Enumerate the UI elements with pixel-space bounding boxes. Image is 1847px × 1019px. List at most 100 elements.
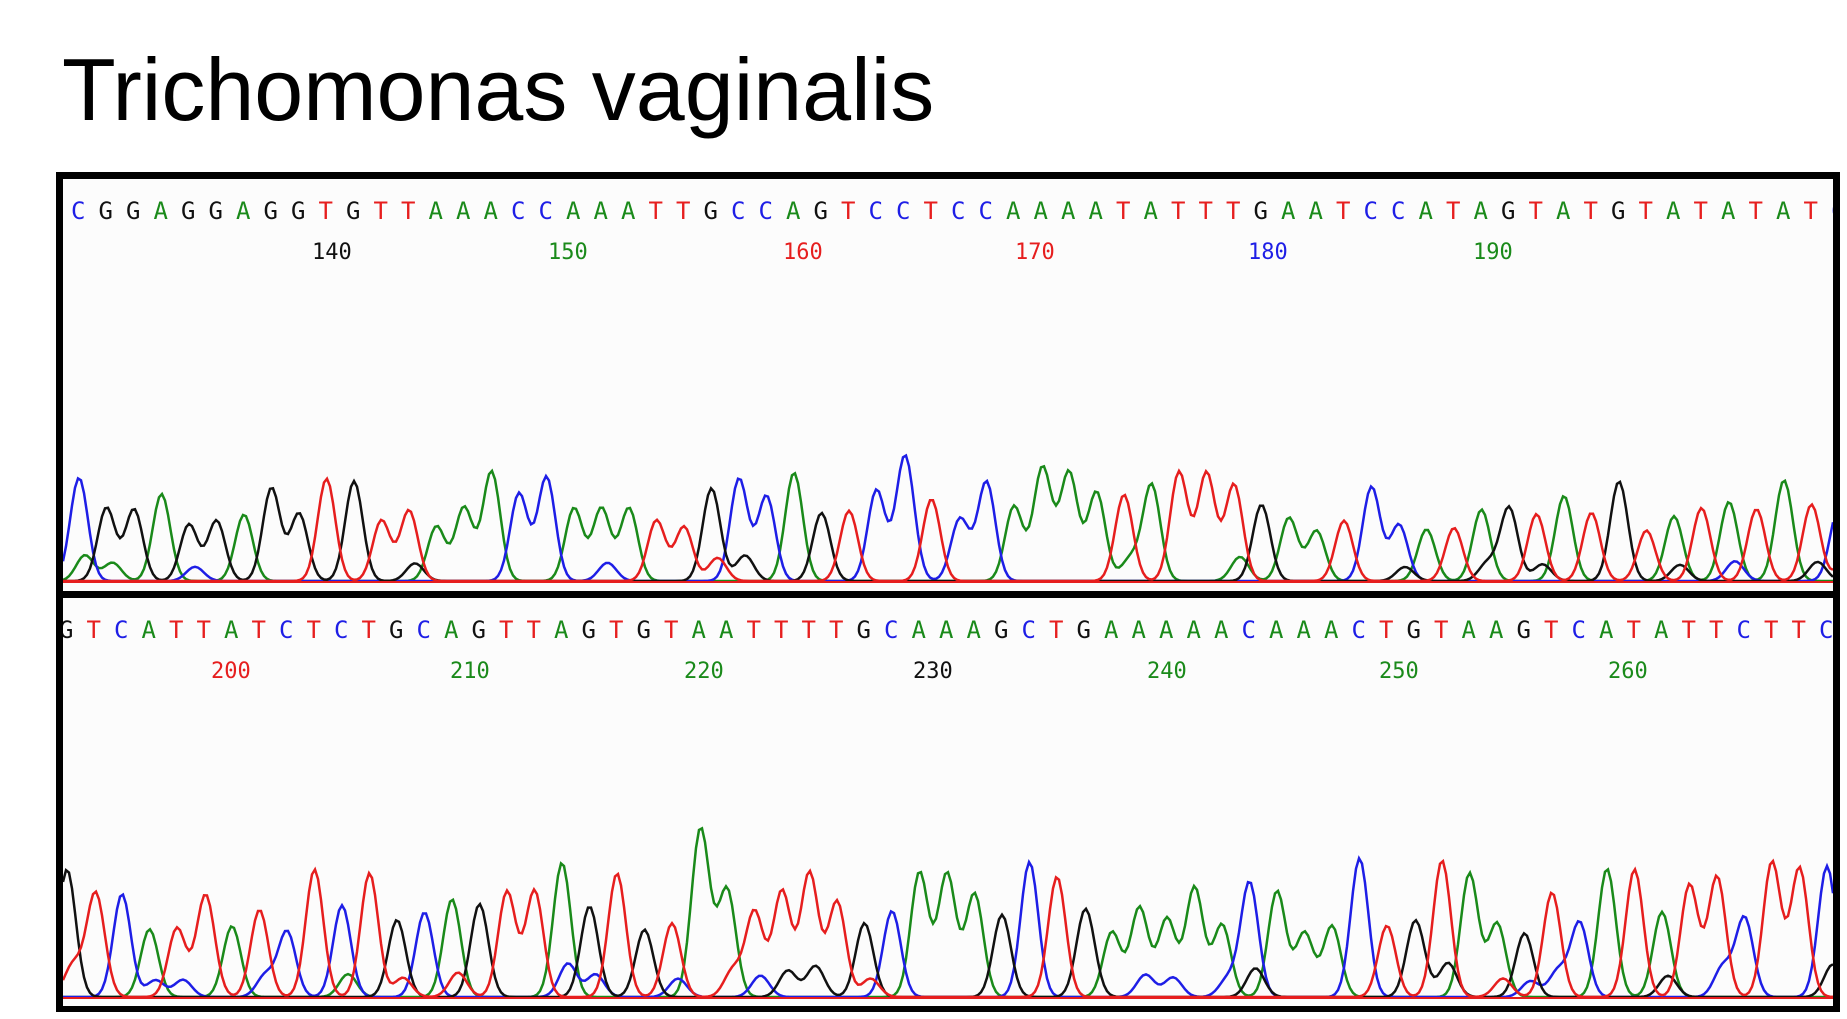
base-call: C <box>1364 197 1378 225</box>
base-call: T <box>252 616 266 644</box>
base-call: G <box>582 616 596 644</box>
base-call: T <box>362 616 376 644</box>
position-label: 260 <box>1608 659 1648 684</box>
position-label: 180 <box>1248 240 1288 265</box>
position-label: 150 <box>548 240 588 265</box>
trace-group <box>63 453 1833 583</box>
base-call: A <box>939 616 954 644</box>
base-call: T <box>1682 616 1696 644</box>
base-call: A <box>1599 616 1614 644</box>
base-call: G <box>1077 616 1091 644</box>
base-call: G <box>209 197 223 225</box>
position-label: 190 <box>1473 240 1513 265</box>
base-call: T <box>1446 197 1460 225</box>
base-call: C <box>951 197 965 225</box>
base-call: T <box>829 616 843 644</box>
base-call: A <box>1159 616 1174 644</box>
page-title: Trichomonas vaginalis <box>62 40 935 139</box>
base-call: A <box>1462 616 1477 644</box>
base-call: T <box>319 197 333 225</box>
base-call: T <box>1764 616 1778 644</box>
position-label: 200 <box>211 659 251 684</box>
base-call: T <box>1529 197 1543 225</box>
base-call: T <box>307 616 321 644</box>
base-call: C <box>1022 616 1036 644</box>
base-call: T <box>1792 616 1806 644</box>
base-call: C <box>511 197 525 225</box>
position-label: 220 <box>684 659 724 684</box>
base-call: A <box>554 616 569 644</box>
base-call: T <box>1226 197 1240 225</box>
base-call: T <box>649 197 663 225</box>
base-call: T <box>374 197 388 225</box>
base-call: C <box>884 616 898 644</box>
base-call: T <box>499 616 513 644</box>
position-label: 210 <box>450 659 490 684</box>
base-call: T <box>1049 616 1063 644</box>
base-call: T <box>1639 197 1653 225</box>
base-call: A <box>1144 197 1159 225</box>
base-call: G <box>264 197 278 225</box>
base-call: A <box>1281 197 1296 225</box>
base-call: C <box>279 616 293 644</box>
base-call: G <box>1611 197 1625 225</box>
base-call: A <box>1654 616 1669 644</box>
position-label-row: 200 210 220 230 240 250 260 <box>211 659 1648 684</box>
base-call: C <box>869 197 883 225</box>
base-call: T <box>664 616 678 644</box>
base-call: T <box>1584 197 1598 225</box>
base-call: A <box>967 616 982 644</box>
position-label: 240 <box>1147 659 1187 684</box>
base-call: A <box>1776 197 1791 225</box>
base-call: C <box>1737 616 1751 644</box>
base-call: T <box>1627 616 1641 644</box>
base-call: A <box>1324 616 1339 644</box>
base-call: G <box>637 616 651 644</box>
base-call: A <box>719 616 734 644</box>
base-call: G <box>994 616 1008 644</box>
base-call: A <box>1034 197 1049 225</box>
position-label: 140 <box>312 240 352 265</box>
base-call: T <box>747 616 761 644</box>
base-call: A <box>1061 197 1076 225</box>
base-call: G <box>126 197 140 225</box>
base-call: T <box>87 616 101 644</box>
base-call: T <box>527 616 541 644</box>
base-call: T <box>1749 197 1763 225</box>
base-call: T <box>1379 616 1393 644</box>
base-call: A <box>1666 197 1681 225</box>
base-call: G <box>346 197 360 225</box>
base-call: A <box>429 197 444 225</box>
base-call: A <box>1132 616 1147 644</box>
base-call: T <box>1171 197 1185 225</box>
base-call: T <box>802 616 816 644</box>
base-call: G <box>857 616 871 644</box>
base-call: A <box>484 197 499 225</box>
base-call: G <box>1254 197 1268 225</box>
base-call: A <box>236 197 251 225</box>
base-call: A <box>621 197 636 225</box>
base-call: T <box>401 197 415 225</box>
base-call: A <box>1309 197 1324 225</box>
trace-T <box>63 468 1833 583</box>
base-call: T <box>1116 197 1130 225</box>
base-call: A <box>1187 616 1202 644</box>
base-call: C <box>731 197 745 225</box>
base-call: C <box>896 197 910 225</box>
base-call: T <box>1434 616 1448 644</box>
base-call: T <box>1804 197 1818 225</box>
base-call: T <box>774 616 788 644</box>
base-call: A <box>594 197 609 225</box>
base-call: G <box>1517 616 1531 644</box>
base-call: T <box>1694 197 1708 225</box>
base-call: C <box>71 197 85 225</box>
base-call: A <box>1556 197 1571 225</box>
base-call: C <box>1352 616 1366 644</box>
base-call: T <box>1199 197 1213 225</box>
